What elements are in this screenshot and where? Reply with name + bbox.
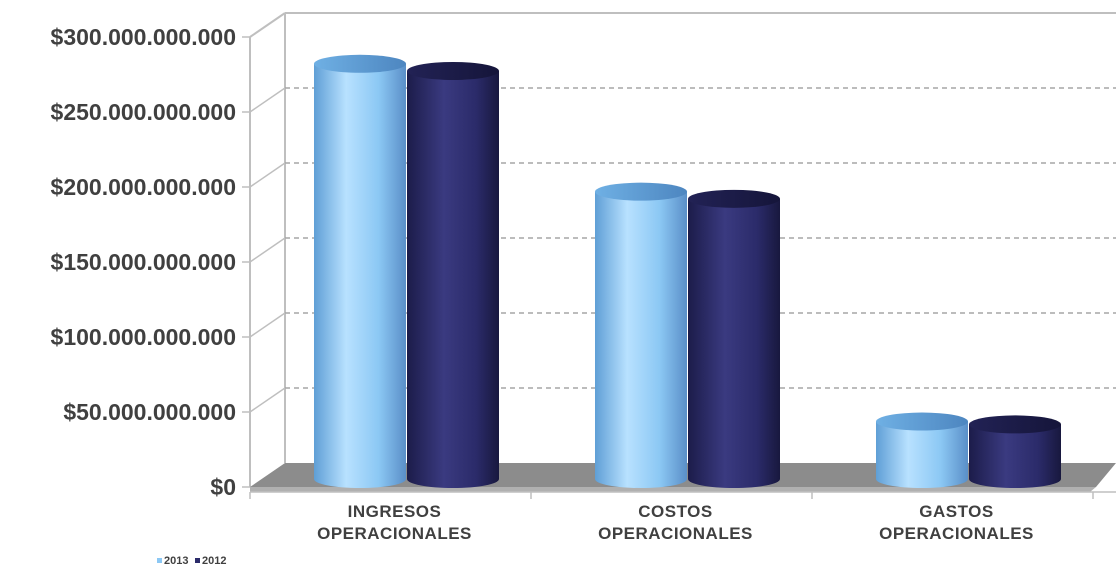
side-gridline: [249, 312, 286, 338]
y-tick-label: $0: [210, 474, 236, 500]
x-tick-label: OPERACIONALES: [317, 524, 472, 543]
bar-body: [314, 63, 406, 488]
x-axis-labels: INGRESOS OPERACIONALES COSTOS OPERACIONALES…: [317, 502, 1034, 543]
legend-label: 2013: [164, 555, 188, 567]
y-tick-label: $250.000.000.000: [51, 99, 236, 125]
bar-body: [876, 421, 968, 488]
y-tick-label: $50.000.000.000: [63, 399, 236, 425]
y-tick-label: $300.000.000.000: [51, 24, 236, 50]
x-tick-label: GASTOS: [919, 502, 993, 521]
bar-2013-0: [314, 54, 406, 488]
bar-top: [407, 61, 499, 80]
legend-label: 2012: [202, 555, 226, 567]
y-tick-label: $150.000.000.000: [51, 249, 236, 275]
side-gridline: [249, 87, 286, 113]
legend-item-2012: 2012: [195, 555, 226, 567]
bar-2012-0: [407, 61, 499, 488]
bar-body: [407, 70, 499, 488]
legend: 2013 2012: [157, 555, 226, 567]
bar-top: [688, 189, 780, 208]
bar-2013-2: [876, 412, 968, 488]
bar-body: [595, 191, 687, 488]
bar-top: [876, 412, 968, 431]
bar-2012-1: [688, 189, 780, 488]
side-gridline: [249, 237, 286, 263]
legend-swatch: [157, 558, 162, 563]
bar-2013-1: [595, 182, 687, 488]
legend-swatch: [195, 558, 200, 563]
bar-top: [595, 182, 687, 201]
x-tick-label: COSTOS: [638, 502, 712, 521]
bar-body: [969, 424, 1061, 488]
x-tick-label: OPERACIONALES: [879, 524, 1034, 543]
side-wall-top-edge: [249, 12, 286, 38]
y-axis-labels: $0 $50.000.000.000 $100.000.000.000 $150.00…: [51, 24, 236, 500]
bar-2012-2: [969, 415, 1061, 488]
legend-item-2013: 2013: [157, 555, 188, 567]
side-gridline: [249, 387, 286, 413]
bars-layer: [314, 54, 1061, 488]
x-tick-label: INGRESOS: [348, 502, 442, 521]
y-tick-label: $100.000.000.000: [51, 324, 236, 350]
floor-front: [250, 487, 1096, 492]
side-gridline: [249, 162, 286, 188]
bar-body: [688, 198, 780, 488]
bar-top: [314, 54, 406, 73]
y-tick-label: $200.000.000.000: [51, 174, 236, 200]
x-tick-label: OPERACIONALES: [598, 524, 753, 543]
bar-top: [969, 415, 1061, 434]
